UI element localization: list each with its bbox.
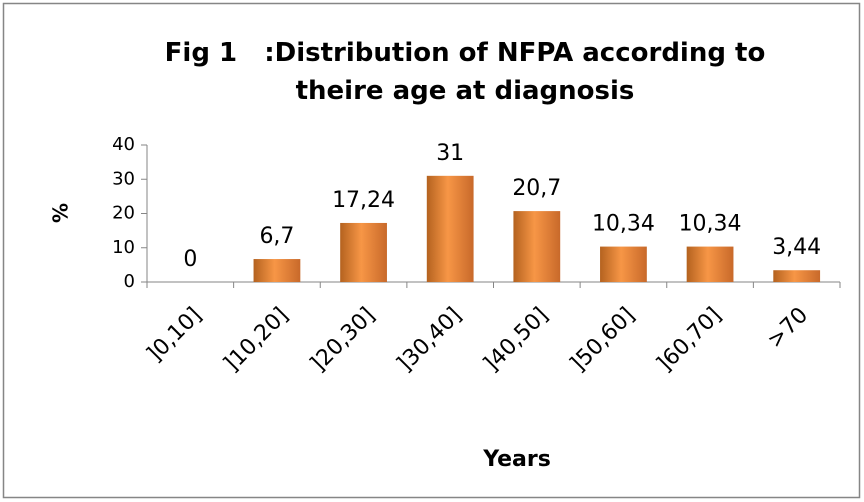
- bar: [600, 246, 647, 282]
- bar: [426, 175, 474, 282]
- value-label: 17,24: [332, 188, 395, 213]
- bar: [340, 222, 387, 282]
- y-tick-label: 40: [112, 134, 135, 155]
- y-tick-label: 30: [112, 168, 135, 189]
- value-label: 10,34: [679, 212, 742, 237]
- chart-title: Fig 1 :Distribution of NFPA according to…: [164, 38, 775, 106]
- y-axis-label: %: [49, 203, 73, 223]
- value-label: 10,34: [592, 212, 655, 237]
- bar: [686, 246, 734, 282]
- bar: [773, 270, 821, 282]
- value-label: 0: [183, 247, 197, 272]
- value-label: 31: [436, 141, 464, 166]
- x-axis-label: Years: [482, 447, 551, 472]
- value-label: 3,44: [772, 235, 821, 260]
- y-tick-label: 10: [112, 237, 135, 258]
- y-tick-label: 0: [124, 271, 135, 292]
- bar: [253, 259, 301, 282]
- value-label: 20,7: [512, 176, 561, 201]
- y-tick-label: 20: [112, 203, 135, 224]
- bar: [513, 211, 561, 282]
- value-label: 6,7: [259, 224, 294, 249]
